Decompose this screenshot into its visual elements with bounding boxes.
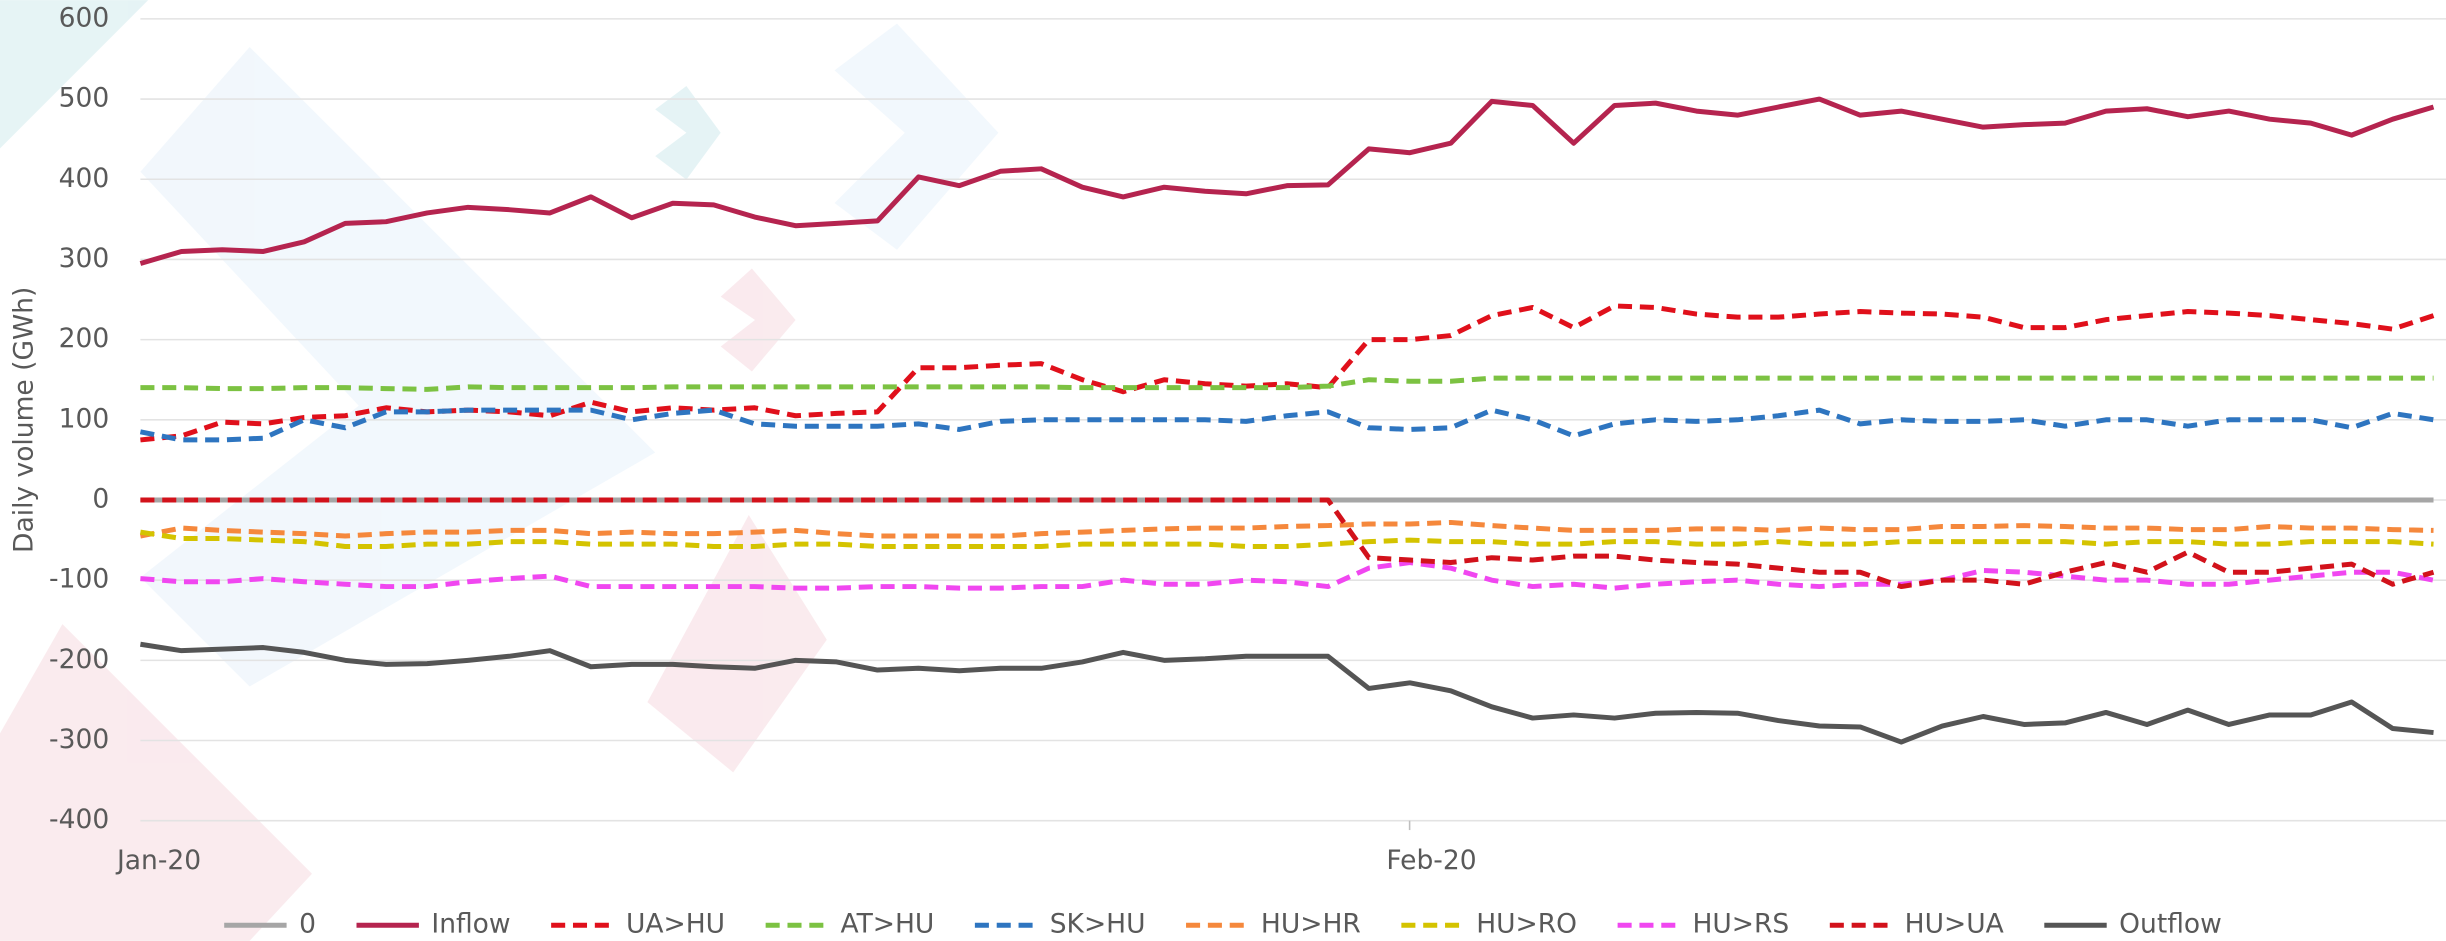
y-tick-label: -100 xyxy=(49,564,109,595)
legend-label: HU>RO xyxy=(1476,909,1577,940)
y-tick-label: -400 xyxy=(49,804,109,835)
legend-label: UA>HU xyxy=(626,909,725,940)
y-tick-label: 600 xyxy=(59,2,110,33)
y-tick-label: -200 xyxy=(49,644,109,675)
series-line xyxy=(140,375,2434,392)
series-line xyxy=(140,560,2434,591)
series-line xyxy=(140,529,2434,549)
y-axis-label: Daily volume (GWh) xyxy=(8,287,39,553)
y-tick-label: 0 xyxy=(92,483,109,514)
legend-label: Inflow xyxy=(431,909,510,940)
y-tick-label: 200 xyxy=(59,323,110,354)
y-tick-label: 400 xyxy=(59,163,110,194)
series-line xyxy=(140,303,2435,443)
y-tick-label: 100 xyxy=(59,403,110,434)
legend-label: HU>RS xyxy=(1692,909,1789,940)
series-line xyxy=(139,407,2434,443)
series-line xyxy=(139,96,2435,266)
x-tick-label: Feb-20 xyxy=(1386,845,1476,876)
legend-label: Outflow xyxy=(2119,909,2222,940)
x-tick-label: Jan-20 xyxy=(115,845,201,876)
legend: 0 Inflow UA>HU AT>HU SK>HU HU>HR HU>RO HU>RS HU>… xyxy=(224,909,2222,940)
y-tick-label: 500 xyxy=(59,83,110,114)
legend-label: HU>UA xyxy=(1905,909,2004,940)
legend-label: HU>HR xyxy=(1261,909,1361,940)
background-decoration xyxy=(0,0,999,941)
y-tick-label: 300 xyxy=(59,243,110,274)
series-line xyxy=(139,519,2434,539)
legend-label: 0 xyxy=(299,909,316,940)
series-line xyxy=(140,497,2435,590)
series-line xyxy=(140,641,2434,745)
legend-label: AT>HU xyxy=(841,909,935,940)
legend-label: SK>HU xyxy=(1050,909,1146,940)
y-tick-label: -300 xyxy=(49,724,109,755)
